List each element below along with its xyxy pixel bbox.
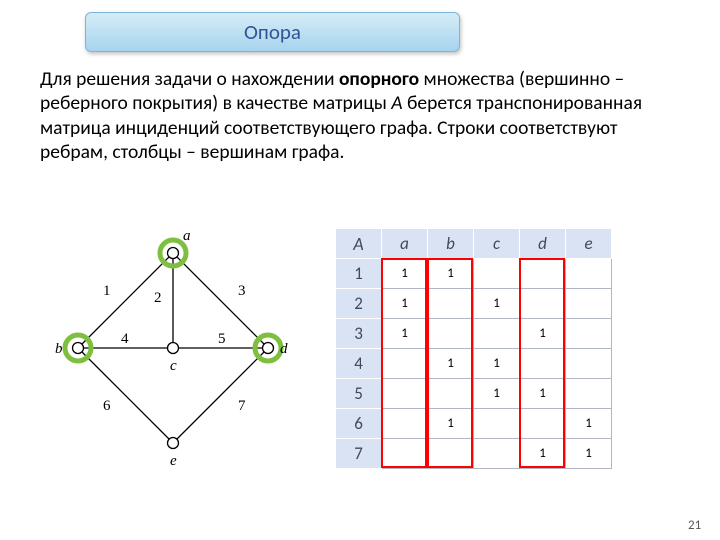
highlight-col-a — [381, 258, 427, 468]
node-label-b: b — [55, 341, 63, 357]
cell-7-e: 1 — [566, 439, 612, 469]
node-b — [73, 343, 84, 354]
edge-label-2: 2 — [154, 290, 162, 306]
graph-svg: a b c d e 1 2 3 4 5 6 7 — [48, 225, 298, 475]
row-header-3: 3 — [336, 319, 382, 349]
edge-label-5: 5 — [218, 331, 226, 347]
row-header-6: 6 — [336, 409, 382, 439]
cell-6-c — [474, 409, 520, 439]
row-header-2: 2 — [336, 289, 382, 319]
cell-5-e — [566, 379, 612, 409]
page-number: 21 — [688, 518, 701, 533]
edge-7 — [173, 348, 268, 443]
edge-label-4: 4 — [121, 331, 129, 347]
para-seg-1: Для решения задачи о нахождении — [40, 67, 339, 91]
matrix-table: Aabcde111211311411511611711 — [335, 228, 612, 469]
col-header-c: c — [474, 229, 520, 259]
incidence-matrix: Aabcde111211311411511611711 — [335, 228, 612, 469]
edge-label-3: 3 — [238, 283, 246, 299]
node-label-c: c — [170, 358, 177, 374]
col-header-b: b — [428, 229, 474, 259]
cell-2-e — [566, 289, 612, 319]
description-paragraph: Для решения задачи о нахождении опорного… — [40, 67, 680, 165]
node-label-d: d — [280, 341, 288, 357]
cell-3-c — [474, 319, 520, 349]
highlight-col-d — [519, 258, 565, 468]
para-italic-A: A — [391, 91, 402, 115]
cell-1-e — [566, 259, 612, 289]
matrix-corner: A — [336, 229, 382, 259]
cell-4-e — [566, 349, 612, 379]
row-header-5: 5 — [336, 379, 382, 409]
col-header-a: a — [382, 229, 428, 259]
row-header-7: 7 — [336, 439, 382, 469]
edge-6 — [78, 348, 173, 443]
slide-title: Опора — [85, 12, 460, 52]
cell-6-e: 1 — [566, 409, 612, 439]
edge-label-7: 7 — [238, 398, 246, 414]
col-header-e: e — [566, 229, 612, 259]
node-label-a: a — [183, 228, 191, 244]
node-e — [168, 438, 179, 449]
cell-2-c: 1 — [474, 289, 520, 319]
node-c — [168, 343, 179, 354]
cell-4-c: 1 — [474, 349, 520, 379]
graph-diagram: a b c d e 1 2 3 4 5 6 7 — [48, 225, 298, 475]
node-d — [263, 343, 274, 354]
edge-label-6: 6 — [103, 398, 111, 414]
col-header-d: d — [520, 229, 566, 259]
row-header-1: 1 — [336, 259, 382, 289]
cell-7-c — [474, 439, 520, 469]
page-number-text: 21 — [688, 518, 701, 533]
row-header-4: 4 — [336, 349, 382, 379]
cell-5-c: 1 — [474, 379, 520, 409]
node-a — [168, 248, 179, 259]
node-label-e: e — [170, 453, 177, 469]
highlight-col-b — [427, 258, 473, 468]
cell-1-c — [474, 259, 520, 289]
edge-label-1: 1 — [103, 283, 111, 299]
cell-3-e — [566, 319, 612, 349]
slide-title-text: Опора — [244, 19, 301, 45]
para-bold: опорного — [339, 67, 419, 91]
